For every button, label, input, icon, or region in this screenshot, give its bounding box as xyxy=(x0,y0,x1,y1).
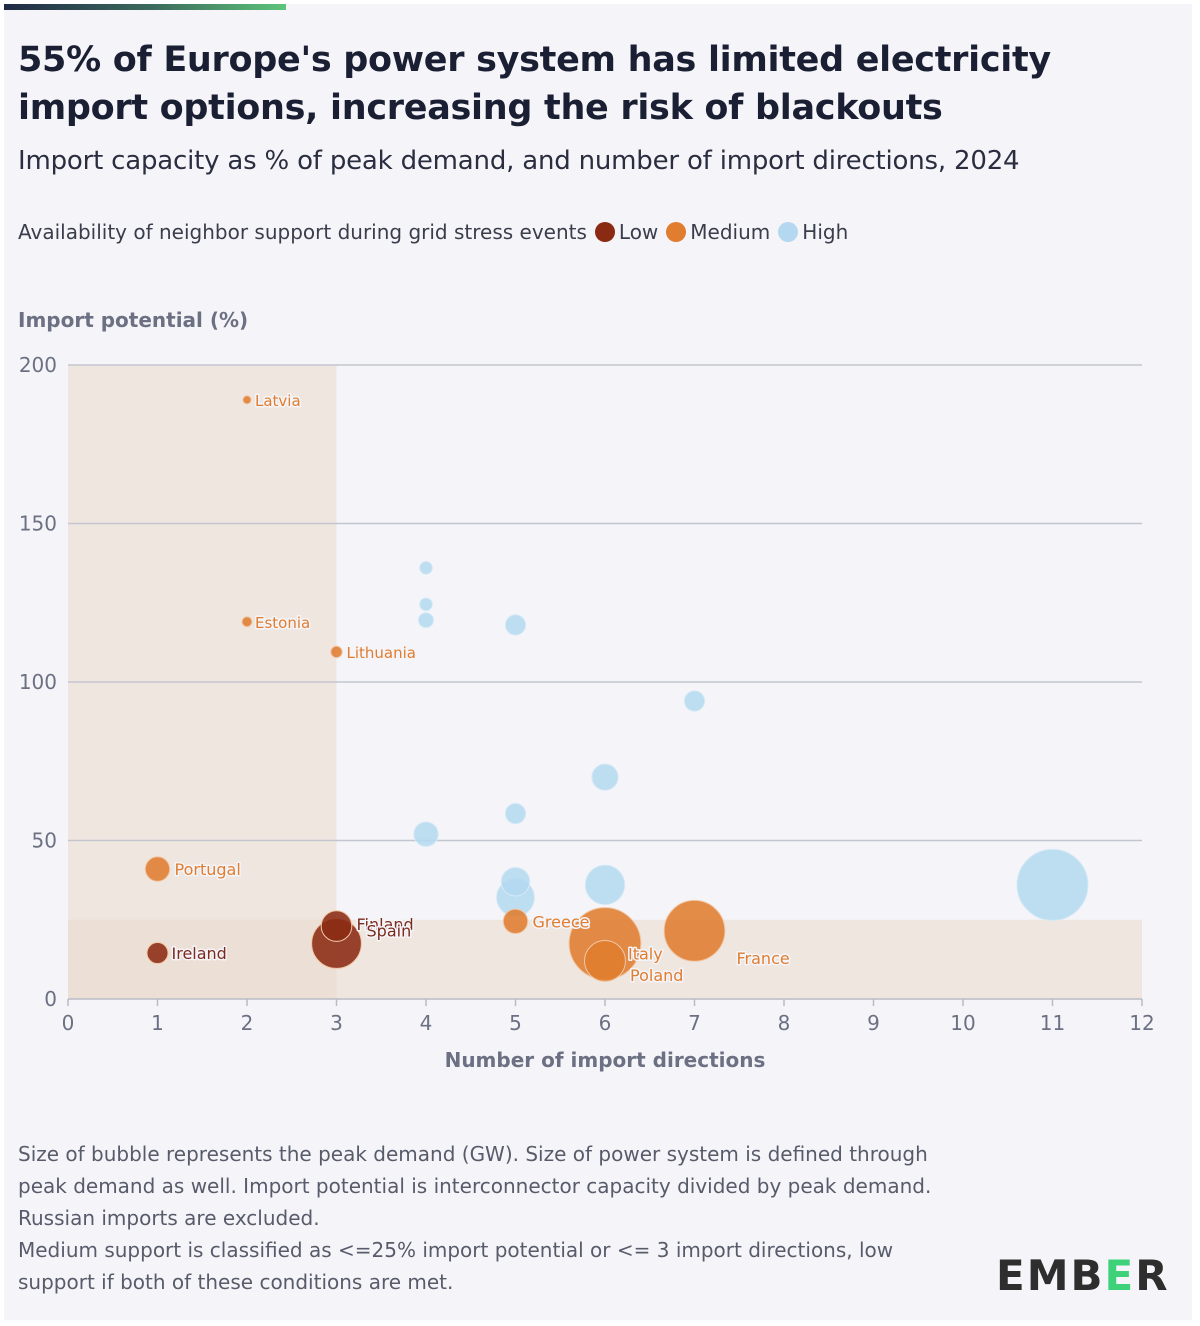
bubble-high xyxy=(683,690,706,712)
bubble-medium-latvia xyxy=(242,395,252,405)
x-tick-label: 12 xyxy=(1129,1011,1154,1035)
logo-e-icon: E xyxy=(1104,1251,1136,1300)
x-tick-label: 10 xyxy=(950,1011,975,1035)
x-tick-label: 1 xyxy=(151,1011,164,1035)
ember-logo: EMBER xyxy=(996,1251,1170,1300)
bubble-high xyxy=(504,614,527,636)
y-axis-title: Import potential (%) xyxy=(18,308,249,332)
x-tick-label: 8 xyxy=(778,1011,791,1035)
bubble-label-ireland: Ireland xyxy=(172,944,227,963)
legend-text-medium: Medium xyxy=(690,220,771,244)
x-tick-label: 0 xyxy=(62,1011,75,1035)
bubble-medium-poland xyxy=(584,939,626,982)
bubble-medium-estonia xyxy=(241,616,253,628)
chart-subtitle: Import capacity as % of peak demand, and… xyxy=(18,146,1020,176)
bubble-medium-lithuania xyxy=(330,645,343,659)
bubble-low-ireland xyxy=(146,942,169,965)
gridlines xyxy=(68,364,1142,842)
x-axis-title: Number of import directions xyxy=(445,1048,766,1072)
legend-item-medium[interactable]: Medium xyxy=(666,220,770,244)
bubble-medium-greece xyxy=(502,908,529,935)
legend-text-high: High xyxy=(802,220,849,244)
legend-label: Availability of neighbor support during … xyxy=(18,220,587,244)
y-tick-label: 0 xyxy=(44,987,57,1011)
x-tick-label: 9 xyxy=(867,1011,880,1035)
y-tick-label: 200 xyxy=(19,353,57,377)
bubble-low-finland xyxy=(320,910,353,942)
x-tick-label: 7 xyxy=(688,1011,701,1035)
x-tick-label: 11 xyxy=(1040,1011,1065,1035)
bubble-label-france: France xyxy=(737,949,790,968)
footnote: Size of bubble represents the peak deman… xyxy=(18,1138,948,1298)
bubble-high xyxy=(413,821,439,847)
x-tick-label: 2 xyxy=(241,1011,254,1035)
bubble-medium-portugal xyxy=(144,856,171,882)
bubble-high xyxy=(591,763,619,791)
logo-text-suffix: R xyxy=(1135,1251,1170,1300)
bubble-high xyxy=(504,802,527,825)
bubble-high xyxy=(500,866,531,897)
bubble-high xyxy=(584,864,626,906)
bubble-high xyxy=(419,597,433,612)
bubble-medium-france xyxy=(663,899,726,962)
accent-bar xyxy=(4,4,286,10)
footnote-line-2: Medium support is classified as <=25% im… xyxy=(18,1238,894,1294)
legend-item-low[interactable]: Low xyxy=(594,220,659,244)
legend-swatch-high xyxy=(778,222,799,242)
legend-swatch-medium xyxy=(666,222,687,242)
y-tick-label: 150 xyxy=(19,512,57,536)
y-tick-label: 100 xyxy=(19,670,57,694)
bubble-label-greece: Greece xyxy=(533,912,590,931)
x-tick-label: 4 xyxy=(420,1011,433,1035)
bubble-label-portugal: Portugal xyxy=(175,860,241,879)
bubble-label-spain: Spain xyxy=(367,922,412,941)
bubble-label-latvia: Latvia xyxy=(255,392,301,410)
x-tick-label: 3 xyxy=(330,1011,343,1035)
bubble-label-finland: Finland xyxy=(357,915,414,934)
x-tick-label: 5 xyxy=(509,1011,522,1035)
bubble-high xyxy=(1016,848,1089,921)
legend-item-high[interactable]: High xyxy=(778,220,848,244)
chart-title: 55% of Europe's power system has limited… xyxy=(18,40,1051,128)
legend-text-low: Low xyxy=(618,220,659,244)
bubble-high xyxy=(418,612,434,629)
x-tick-label: 6 xyxy=(599,1011,612,1035)
legend: Availability of neighbor support during … xyxy=(18,220,848,244)
y-tick-label: 50 xyxy=(32,829,57,853)
footnote-line-1: Size of bubble represents the peak deman… xyxy=(18,1142,932,1230)
bubbles xyxy=(144,395,1089,982)
bubble-label-estonia: Estonia xyxy=(255,614,310,632)
bubble-label-italy: Italy xyxy=(628,945,663,964)
legend-swatch-low xyxy=(594,222,615,242)
bubble-label-lithuania: Lithuania xyxy=(347,644,416,662)
bubble-high xyxy=(419,561,433,575)
bubble-label-poland: Poland xyxy=(630,966,683,985)
logo-text-prefix: EMB xyxy=(996,1251,1105,1300)
